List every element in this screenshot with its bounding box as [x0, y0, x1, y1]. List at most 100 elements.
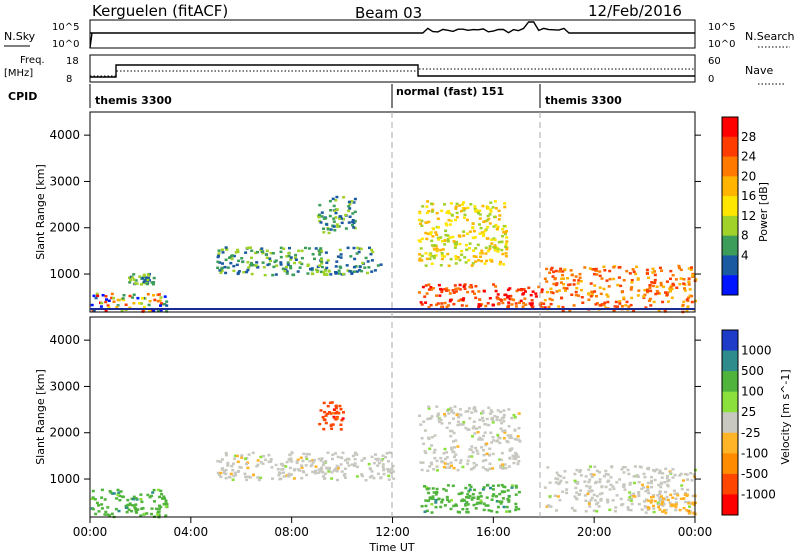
- data-cell: [318, 203, 322, 207]
- data-cell: [658, 499, 662, 502]
- data-cell: [297, 249, 301, 253]
- data-cell: [595, 295, 598, 298]
- data-cell: [120, 309, 124, 312]
- data-cell: [687, 509, 690, 513]
- data-cell: [440, 254, 444, 257]
- data-cell: [605, 279, 609, 282]
- data-cell: [319, 247, 323, 250]
- velocity-colorbar-label: Velocity [m s^-1]: [779, 369, 792, 464]
- data-cell: [476, 501, 480, 505]
- data-cell: [143, 297, 147, 300]
- data-cell: [165, 310, 169, 313]
- data-cell: [142, 274, 146, 278]
- data-cell: [496, 303, 500, 306]
- data-cell: [505, 240, 509, 243]
- data-cell: [424, 231, 428, 235]
- data-cell: [307, 247, 311, 250]
- data-cell: [653, 273, 657, 277]
- data-cell: [339, 217, 343, 220]
- data-cell: [453, 455, 456, 459]
- data-cell: [640, 487, 644, 491]
- data-cell: [331, 423, 335, 426]
- data-cell: [376, 264, 380, 267]
- data-cell: [461, 507, 465, 511]
- data-cell: [333, 209, 337, 212]
- data-cell: [106, 513, 110, 516]
- data-cell: [290, 451, 294, 454]
- velocity-heatmap: [90, 401, 697, 519]
- data-cell: [652, 504, 655, 508]
- data-cell: [692, 473, 696, 476]
- data-cell: [558, 498, 562, 502]
- data-cell: [224, 246, 228, 249]
- data-cell: [522, 292, 526, 295]
- data-cell: [491, 452, 495, 456]
- data-cell: [593, 499, 597, 502]
- data-cell: [503, 202, 507, 205]
- data-cell: [493, 249, 497, 252]
- data-cell: [675, 492, 679, 495]
- data-cell: [155, 507, 158, 511]
- data-cell: [428, 232, 432, 236]
- data-cell: [132, 497, 135, 501]
- data-cell: [503, 205, 507, 209]
- data-cell: [659, 481, 663, 485]
- data-cell: [669, 505, 673, 508]
- data-cell: [669, 471, 673, 474]
- data-cell: [447, 218, 451, 222]
- data-cell: [583, 266, 587, 269]
- data-cell: [320, 468, 324, 471]
- data-cell: [528, 302, 532, 305]
- data-cell: [471, 467, 475, 470]
- data-cell: [146, 293, 150, 296]
- data-cell: [669, 269, 673, 273]
- data-cell: [487, 509, 491, 512]
- data-cell: [555, 290, 559, 293]
- data-cell: [443, 457, 447, 461]
- nsearch-tick-top: 10^5: [708, 22, 735, 33]
- data-cell: [518, 301, 521, 305]
- nsky-panel: [89, 19, 696, 49]
- data-cell: [339, 253, 343, 256]
- data-cell: [543, 486, 547, 489]
- data-cell: [500, 483, 504, 487]
- data-cell: [449, 434, 453, 438]
- data-cell: [444, 466, 448, 469]
- data-cell: [457, 420, 461, 424]
- data-cell: [422, 420, 426, 423]
- data-cell: [337, 269, 341, 272]
- data-cell: [660, 498, 664, 501]
- data-cell: [505, 505, 509, 509]
- data-cell: [462, 201, 466, 204]
- data-cell: [350, 200, 354, 203]
- data-cell: [445, 495, 449, 499]
- data-cell: [465, 507, 469, 511]
- data-cell: [332, 225, 336, 228]
- data-cell: [446, 234, 450, 237]
- data-cell: [593, 272, 596, 276]
- data-cell: [359, 247, 363, 251]
- data-cell: [435, 303, 438, 307]
- data-cell: [128, 281, 132, 284]
- data-cell: [468, 483, 472, 487]
- data-cell: [658, 492, 662, 496]
- data-cell: [686, 478, 690, 481]
- data-cell: [380, 459, 384, 462]
- power-colorbar-label: Power [dB]: [757, 182, 770, 242]
- data-cell: [150, 281, 154, 284]
- data-cell: [334, 404, 338, 408]
- data-cell: [481, 409, 485, 413]
- data-cell: [465, 500, 469, 504]
- data-cell: [423, 485, 426, 488]
- data-cell: [579, 280, 583, 283]
- data-cell: [449, 507, 453, 511]
- data-cell: [576, 480, 580, 484]
- data-cell: [455, 211, 459, 215]
- data-cell: [442, 465, 446, 469]
- data-cell: [427, 499, 430, 503]
- data-cell: [466, 493, 470, 496]
- data-cell: [287, 472, 291, 476]
- data-cell: [346, 461, 350, 465]
- data-cell: [156, 488, 160, 492]
- data-cell: [376, 457, 380, 461]
